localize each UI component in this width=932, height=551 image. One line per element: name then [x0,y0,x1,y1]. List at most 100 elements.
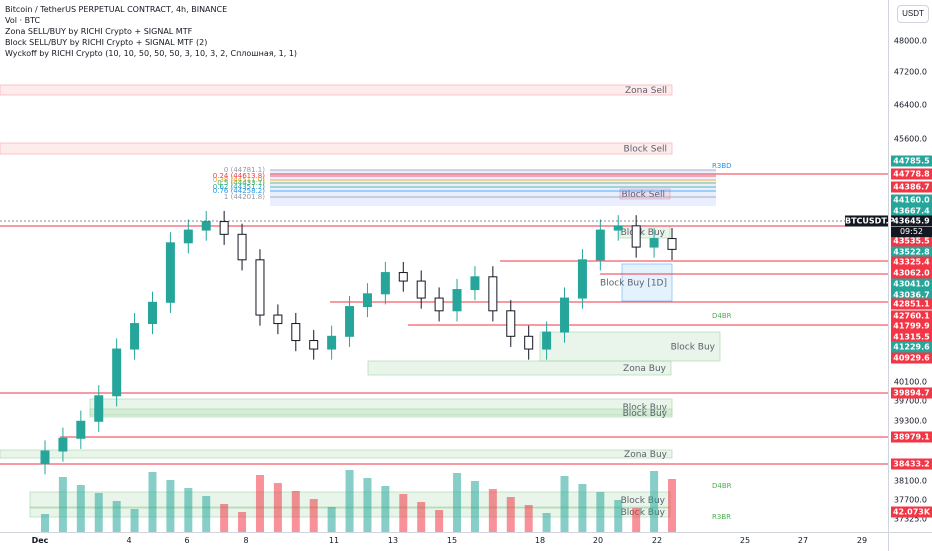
axis-corner [888,532,932,551]
level-label: D4BR [712,312,732,320]
candle-body [345,306,355,337]
candle-body [542,331,552,350]
chart-legend: Bitcoin / TetherUS PERPETUAL CONTRACT, 4… [5,4,297,59]
fib-label: 0.24 (44613.8) [213,172,265,180]
zone-box [89,398,673,416]
volume-bar [255,475,264,532]
price-level-tag: 42851.1 [891,298,932,310]
time-tick-label: 25 [739,536,751,545]
zone-label: Block Buy [621,508,666,518]
volume-bar [327,507,336,532]
time-tick-label: 13 [387,536,399,545]
price-level-tag: 43325.4 [891,256,932,268]
price-level-tag: 42760.1 [891,310,932,322]
volume-bar [202,496,211,532]
candle-body [434,297,444,312]
price-level-tag: 38979.1 [891,431,932,443]
volume-bar [130,509,139,532]
candle-body [309,340,319,350]
price-level-tag: 43041.0 [891,278,932,290]
time-axis[interactable]: Dec 4 6 8 11 13 15 18 20 22 25 27 29 [0,532,888,551]
candle-body [667,238,677,250]
price-tick-label: 47200.0 [893,67,927,77]
candle-body [291,323,301,342]
legend-indicator[interactable]: Wyckoff by RICHI Crypto (10, 10, 50, 50,… [5,49,298,58]
fib-label: 1 (44201.8) [224,193,265,201]
volume-bar [596,492,605,532]
price-tick-label: 38100.0 [893,476,927,486]
price-level-tag: 38433.2 [891,458,932,470]
price-level-tag: 43036.7 [891,289,932,301]
price-level-tag: 39894.7 [891,387,932,399]
candle-body [595,229,605,261]
price-axis[interactable]: USDT 48000.0 47200.0 46400.0 45600.0 40100.0… [888,0,932,532]
legend-indicator[interactable]: Vol · BTC [5,16,41,25]
legend-indicator[interactable]: Block SELL/BUY by RICHI Crypto + SIGNAL … [5,38,208,47]
currency-button[interactable]: USDT [897,5,929,23]
candle-body [398,272,408,282]
price-tick-label: 40100.0 [893,377,927,387]
price-level-tag: 41229.6 [891,341,932,353]
price-tick-label: 39300.0 [893,416,927,426]
zone-box [367,360,672,376]
candle-body [130,323,140,350]
zone-label: Block Buy [621,228,666,238]
time-tick-label: 29 [856,536,868,545]
volume-bar [381,486,390,532]
price-tick-label: 39700.0 [893,396,927,406]
candle-body [40,450,50,465]
legend-symbol-line[interactable]: Bitcoin / TetherUS PERPETUAL CONTRACT, 4… [5,5,228,14]
volume-bar [417,502,426,532]
zone-label: Block Buy [1D] [600,279,667,289]
price-level-tag: 43645.9 [891,215,932,227]
fib-area [270,170,716,206]
volume-bar [524,505,533,532]
symbol-price-tag: BTCUSDT.P [845,215,895,227]
zone-label: Block Sell [622,190,665,200]
volume-bar [560,476,569,532]
price-level-tag: 44785.5 [891,155,932,167]
volume-bar [273,483,282,532]
candle-body [273,314,283,325]
fib-label: 0 (44781.1) [224,166,265,174]
candle-body [165,242,175,303]
zone-box [619,188,671,200]
price-level-tag: 44160.0 [891,194,932,206]
candle-body [506,310,516,337]
fib-label: 0.5 (44433.7) [217,179,265,187]
volume-bar [94,493,103,532]
candle-body [201,221,211,231]
price-tick-label: 37700.0 [893,495,927,505]
time-tick-label: 18 [534,536,546,545]
level-label: R3BR [712,513,731,521]
candle-body [380,272,390,295]
candle-body [255,259,265,316]
zone-label: Zona Buy [624,450,668,460]
level-label: R3BD [712,162,732,170]
time-tick-label: 6 [184,536,190,545]
fib-label: 0.76 (44258.2) [213,187,265,195]
zone-label: Block Buy [621,496,666,506]
candle-body [237,233,247,261]
candle-body [112,348,122,397]
zone-label: Zona Sell [625,86,667,96]
volume-bar [453,473,462,532]
zone-box [89,408,673,418]
candle-body [58,437,68,452]
candle-body [76,420,86,439]
zone-box [0,142,673,155]
volume-bar [76,485,85,532]
volume-bar [58,477,67,532]
time-tick-label: 27 [797,536,809,545]
volume-bar [309,499,318,532]
price-level-tag: 42.073K [891,506,932,518]
legend-indicator[interactable]: Zona SELL/BUY by RICHI Crypto + SIGNAL M… [5,27,193,36]
volume-bar [435,510,444,532]
volume-bar [650,471,659,532]
candle-body [219,221,229,235]
candle-body [560,297,570,333]
time-tick-label: 15 [446,536,458,545]
price-level-tag: 41799.9 [891,320,932,332]
